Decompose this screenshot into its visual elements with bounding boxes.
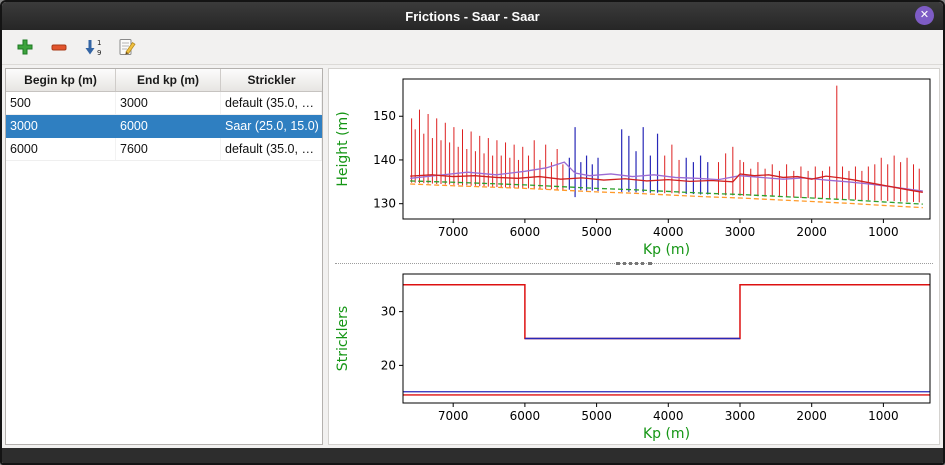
cell-strickler[interactable]: default (35.0, … (221, 92, 322, 114)
svg-text:1000: 1000 (868, 225, 899, 239)
svg-text:Stricklers: Stricklers (335, 306, 351, 371)
svg-text:6000: 6000 (510, 225, 541, 239)
table-header: Begin kp (m) End kp (m) Strickler (6, 69, 322, 92)
svg-text:Kp (m): Kp (m) (643, 426, 690, 442)
table-row-1[interactable]: 500 3000 default (35.0, … (6, 92, 322, 115)
svg-text:3000: 3000 (725, 225, 756, 239)
window-title: Frictions - Saar - Saar (405, 8, 540, 24)
chart-splitter[interactable] (331, 258, 937, 268)
svg-text:150: 150 (373, 109, 396, 123)
svg-text:4000: 4000 (653, 409, 684, 423)
svg-text:Height (m): Height (m) (335, 111, 351, 186)
edit-icon (119, 39, 136, 55)
cell-end-kp[interactable]: 6000 (116, 115, 221, 137)
table-row-3[interactable]: 6000 7600 default (35.0, … (6, 138, 322, 161)
edit-button[interactable] (112, 33, 142, 61)
cell-begin-kp[interactable]: 500 (6, 92, 116, 114)
remove-icon (51, 44, 67, 51)
column-header-begin-kp[interactable]: Begin kp (m) (6, 69, 116, 91)
window-bottom-edge (2, 448, 943, 463)
svg-text:5000: 5000 (581, 409, 612, 423)
close-icon: ✕ (919, 9, 930, 21)
column-header-strickler[interactable]: Strickler (247, 73, 296, 87)
column-header-end-kp[interactable]: End kp (m) (116, 69, 221, 91)
svg-text:2000: 2000 (796, 409, 827, 423)
svg-text:20: 20 (381, 358, 396, 372)
toolbar: 1 9 (2, 30, 943, 65)
cell-end-kp[interactable]: 3000 (116, 92, 221, 114)
svg-text:130: 130 (373, 197, 396, 211)
svg-text:7000: 7000 (438, 409, 469, 423)
sort-button[interactable]: 1 9 (78, 33, 108, 61)
svg-text:3000: 3000 (725, 409, 756, 423)
cell-strickler[interactable]: default (35.0, … (221, 138, 322, 160)
cell-begin-kp[interactable]: 6000 (6, 138, 116, 160)
close-button[interactable]: ✕ (915, 6, 934, 25)
titlebar[interactable]: Frictions - Saar - Saar ✕ (2, 2, 943, 30)
cell-end-kp[interactable]: 7600 (116, 138, 221, 160)
frictions-table: Begin kp (m) End kp (m) Strickler 500 30… (5, 68, 323, 445)
cell-begin-kp[interactable]: 3000 (6, 115, 116, 137)
svg-text:4000: 4000 (653, 225, 684, 239)
add-icon (17, 39, 33, 55)
remove-segment-button[interactable] (44, 33, 74, 61)
main-content: Begin kp (m) End kp (m) Strickler 500 30… (2, 65, 943, 448)
cell-strickler[interactable]: Saar (25.0, 15.0) (221, 115, 322, 137)
svg-text:6000: 6000 (510, 409, 541, 423)
svg-text:1000: 1000 (868, 409, 899, 423)
sort-1-9-icon: 1 9 (85, 39, 101, 57)
add-segment-button[interactable] (10, 33, 40, 61)
svg-text:7000: 7000 (438, 225, 469, 239)
svg-text:140: 140 (373, 153, 396, 167)
charts-panel: 7000 6000 5000 4000 3000 2000 1000 130 140 150 Kp … (328, 68, 940, 445)
table-row-2-selected[interactable]: 3000 6000 Saar (25.0, 15.0) (6, 115, 322, 138)
height-profile-chart: 7000 6000 5000 4000 3000 2000 1000 130 140 150 Kp … (335, 78, 931, 258)
svg-text:2000: 2000 (796, 225, 827, 239)
svg-text:5000: 5000 (581, 225, 612, 239)
svg-text:1: 1 (97, 39, 101, 47)
svg-text:Kp (m): Kp (m) (643, 242, 690, 258)
svg-text:30: 30 (381, 305, 396, 319)
stricklers-chart: 7000 6000 5000 4000 3000 2000 1000 20 30 Kp (m) St… (335, 273, 931, 442)
svg-text:9: 9 (97, 49, 101, 57)
